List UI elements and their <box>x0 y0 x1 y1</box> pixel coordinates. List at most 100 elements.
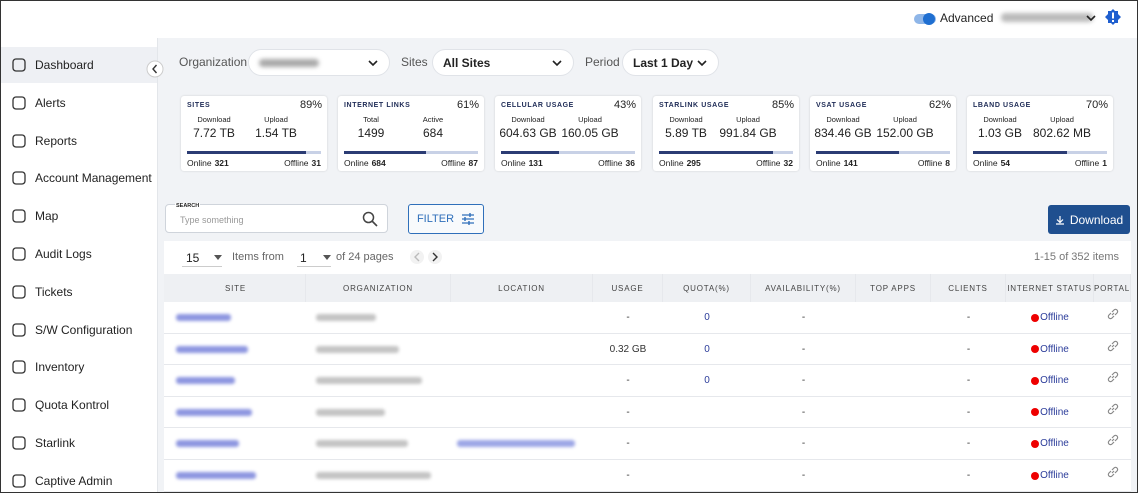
online: Online 684 <box>344 158 386 168</box>
online-count: 131 <box>528 158 543 168</box>
organization-blurred <box>316 345 399 353</box>
column-header[interactable]: ORGANIZATION <box>306 274 451 302</box>
table-row: - 0 - - Offline <box>164 365 1131 397</box>
site-blurred[interactable] <box>176 314 231 321</box>
portal-cell <box>1094 365 1131 396</box>
column-header[interactable]: USAGE <box>593 274 663 302</box>
online: Online 321 <box>187 158 229 168</box>
nav-item[interactable]: Alerts <box>1 85 157 121</box>
sites-select[interactable]: All Sites <box>432 49 574 76</box>
portal-link-icon[interactable] <box>1107 340 1119 352</box>
nav-item[interactable]: Tickets <box>1 274 157 310</box>
offline: Offline 8 <box>918 158 950 168</box>
site-blurred[interactable] <box>176 345 248 353</box>
offline: Offline 1 <box>1075 158 1107 168</box>
page-select[interactable]: 1 <box>297 249 331 267</box>
items-from-label: Items from <box>232 251 284 263</box>
summary-card: INTERNET LINKS 61% Total 1499 Active 684 Onlin… <box>338 96 484 171</box>
portal-link-icon[interactable] <box>1107 308 1119 320</box>
column-header[interactable]: AVAILABILITY(%) <box>751 274 856 302</box>
card-percent: 61% <box>456 99 479 111</box>
page-size-select[interactable]: 15 <box>182 249 222 267</box>
progress-track <box>973 151 1107 154</box>
nav-item[interactable]: Reports <box>1 123 157 159</box>
column-header[interactable]: QUOTA(%) <box>663 274 751 302</box>
nav-item[interactable]: Starlink <box>1 425 157 461</box>
user-menu-chevron[interactable] <box>1085 13 1097 23</box>
nav-item[interactable]: S/W Configuration <box>1 312 157 348</box>
availability-cell: - <box>801 375 806 387</box>
portal-link-icon[interactable] <box>1107 466 1119 478</box>
top-bar: Advanced <box>1 1 1137 38</box>
availability-cell: - <box>801 470 806 481</box>
nav-item[interactable]: Account Management <box>1 160 157 196</box>
filter-label: FILTER <box>416 213 455 225</box>
offline: Offline 87 <box>441 158 478 168</box>
column-header[interactable]: PORTAL <box>1094 274 1131 302</box>
page-count: of 24 pages <box>336 251 394 263</box>
icon-shape <box>12 96 26 110</box>
progress-fill <box>187 151 307 154</box>
site-blurred[interactable] <box>176 472 256 479</box>
card-title: LBAND USAGE <box>973 102 1031 109</box>
organization-blurred <box>316 377 422 385</box>
nav-item[interactable]: Captive Admin <box>1 463 157 492</box>
nav-item[interactable]: Dashboard <box>1 47 157 83</box>
column-header[interactable]: CLIENTS <box>931 274 1006 302</box>
card-title: SITES <box>187 102 211 109</box>
metric-value: 802.62 MB <box>1032 126 1092 140</box>
organization-label: Organization <box>179 55 248 69</box>
column-header[interactable]: TOP APPS <box>856 274 931 302</box>
page-arrows[interactable] <box>409 249 443 265</box>
portal-link-icon[interactable] <box>1107 371 1119 383</box>
nav-icon <box>12 322 26 337</box>
search-box[interactable]: SEARCH Type something <box>165 203 388 233</box>
nav-item[interactable]: Map <box>1 198 157 234</box>
table-row: - - - Offline <box>164 460 1131 492</box>
online-label: Online <box>659 158 684 168</box>
online-label: Online <box>501 158 526 168</box>
nav-label: Captive Admin <box>35 473 113 488</box>
period-select[interactable]: Last 1 Day <box>622 49 719 76</box>
availability-cell: - <box>801 312 806 323</box>
nav-label: Account Management <box>35 171 152 186</box>
filter-button[interactable]: FILTER <box>408 204 484 234</box>
status-dot <box>1031 345 1040 354</box>
site-blurred[interactable] <box>176 408 252 416</box>
portal-link-icon[interactable] <box>1107 434 1119 446</box>
status-cell: Offline <box>1006 334 1094 365</box>
nav-item[interactable]: Quota Kontrol <box>1 387 157 423</box>
progress-track <box>659 151 793 154</box>
summary-card: STARLINK USAGE 85% Download 5.89 TB Upload 99… <box>653 96 799 171</box>
portal-link-icon[interactable] <box>1107 403 1119 415</box>
metric-value: 604.63 GB <box>499 126 557 140</box>
organization-blurred <box>316 408 385 416</box>
user-name-blurred <box>1001 13 1093 22</box>
progress-fill <box>816 151 900 154</box>
organization-select[interactable] <box>248 49 390 76</box>
metric-value: 834.46 GB <box>814 126 872 140</box>
nav-item[interactable]: Inventory <box>1 349 157 385</box>
site-blurred[interactable] <box>176 377 235 385</box>
nav-item[interactable]: Audit Logs <box>1 236 157 272</box>
card-percent: 85% <box>771 99 794 111</box>
site-blurred[interactable] <box>176 440 239 448</box>
sidebar: Dashboard Alerts Reports Account Management… <box>1 38 158 492</box>
link-shape <box>1107 403 1118 414</box>
card-title: VSAT USAGE <box>816 102 867 109</box>
nav-icon <box>12 398 26 412</box>
column-header[interactable]: LOCATION <box>451 274 593 302</box>
collapse-button[interactable] <box>146 60 164 78</box>
column-header[interactable]: INTERNET STATUS <box>1006 274 1094 302</box>
caret <box>214 254 222 260</box>
card-title: INTERNET LINKS <box>344 102 411 109</box>
clients-cell: - <box>966 343 971 355</box>
icon-shape <box>12 322 26 337</box>
alert-icon[interactable] <box>1104 8 1122 26</box>
metric-label: Upload <box>736 115 760 124</box>
toggle[interactable] <box>914 12 936 26</box>
period-label: Period <box>585 55 620 69</box>
download-button[interactable]: Download <box>1048 205 1130 234</box>
status-dot <box>1031 313 1040 322</box>
column-header[interactable]: SITE <box>166 274 306 302</box>
